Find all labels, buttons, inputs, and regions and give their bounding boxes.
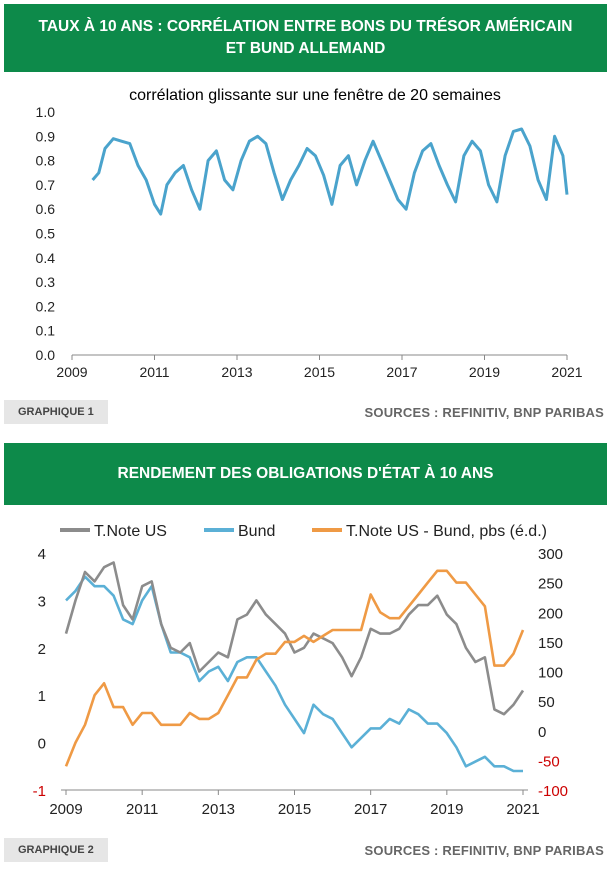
legend-label: T.Note US: [94, 523, 167, 540]
legend-label: Bund: [238, 523, 275, 540]
chart1-tag: GRAPHIQUE 1: [4, 400, 108, 424]
chart2-legend: T.Note US Bund T.Note US - Bund, pbs (é.d.…: [60, 523, 547, 540]
tnote-series-line: [64, 561, 525, 716]
chart2-tag: GRAPHIQUE 2: [4, 838, 108, 862]
bund-series-line: [65, 575, 523, 773]
y-left-tick-label: 2: [38, 641, 46, 658]
chart2-sources: SOURCES : REFINITIV, BNP PARIBAS: [364, 843, 604, 858]
chart1-title-line1: TAUX À 10 ANS : CORRÉLATION ENTRE BONS D…: [38, 18, 573, 35]
y-left-tick-label: 4: [38, 546, 46, 563]
correlation-series-line: [91, 127, 569, 216]
chart1-sources: SOURCES : REFINITIV, BNP PARIBAS: [364, 405, 604, 420]
y-left-tick-label: 0: [38, 736, 46, 753]
y-tick-label: 0.6: [36, 201, 56, 217]
x-tick-label: 2009: [49, 801, 82, 818]
x-tick-label: 2015: [278, 801, 311, 818]
x-tick-label: 2009: [56, 364, 87, 380]
chart1-title-banner: TAUX À 10 ANS : CORRÉLATION ENTRE BONS D…: [4, 4, 607, 72]
y-right-tick-label: 50: [538, 694, 555, 711]
x-tick-label: 2015: [304, 364, 335, 380]
y-right-tick-label: -50: [538, 753, 560, 770]
y-tick-label: 0.4: [36, 250, 56, 266]
y-right-tick-label: 300: [538, 546, 563, 563]
y-right-tick-label: -100: [538, 783, 568, 800]
y-tick-label: 0.2: [36, 298, 56, 314]
x-tick-label: 2017: [386, 364, 417, 380]
y-right-tick-label: 0: [538, 724, 546, 741]
x-tick-label: 2013: [221, 364, 252, 380]
x-tick-label: 2019: [430, 801, 463, 818]
x-tick-label: 2021: [551, 364, 582, 380]
chart2-title: RENDEMENT DES OBLIGATIONS D'ÉTAT À 10 AN…: [117, 465, 494, 482]
x-tick-label: 2021: [506, 801, 539, 818]
y-tick-label: 0.7: [36, 177, 56, 193]
x-tick-label: 2011: [139, 364, 169, 380]
y-tick-label: 0.3: [36, 274, 56, 290]
y-tick-label: 0.5: [36, 226, 56, 242]
y-left-tick-label: 3: [38, 593, 46, 610]
y-tick-label: 0.1: [36, 323, 56, 339]
chart1-title-line2: ET BUND ALLEMAND: [225, 40, 386, 57]
y-left-tick-label: 1: [38, 688, 46, 705]
y-tick-label: 0.9: [36, 128, 56, 144]
chart2-svg: T.Note US Bund T.Note US - Bund, pbs (é.d.…: [33, 523, 568, 818]
y-right-tick-label: 200: [538, 605, 563, 622]
chart1-subtitle: corrélation glissante sur une fenêtre de…: [129, 87, 501, 104]
y-tick-label: 0.0: [36, 347, 56, 363]
y-left-tick-label: -1: [33, 783, 46, 800]
x-tick-label: 2013: [202, 801, 235, 818]
x-tick-label: 2011: [126, 801, 158, 818]
chart1-svg: corrélation glissante sur une fenêtre de…: [36, 87, 583, 380]
y-tick-label: 0.8: [36, 153, 56, 169]
y-right-tick-label: 250: [538, 576, 563, 593]
x-tick-label: 2017: [354, 801, 387, 818]
y-right-tick-label: 150: [538, 635, 563, 652]
legend-label: T.Note US - Bund, pbs (é.d.): [346, 523, 547, 540]
y-tick-label: 1.0: [36, 104, 56, 120]
x-tick-label: 2019: [469, 364, 500, 380]
spread-series-line: [64, 569, 525, 767]
chart2-title-banner: RENDEMENT DES OBLIGATIONS D'ÉTAT À 10 AN…: [4, 443, 607, 505]
y-right-tick-label: 100: [538, 665, 563, 682]
